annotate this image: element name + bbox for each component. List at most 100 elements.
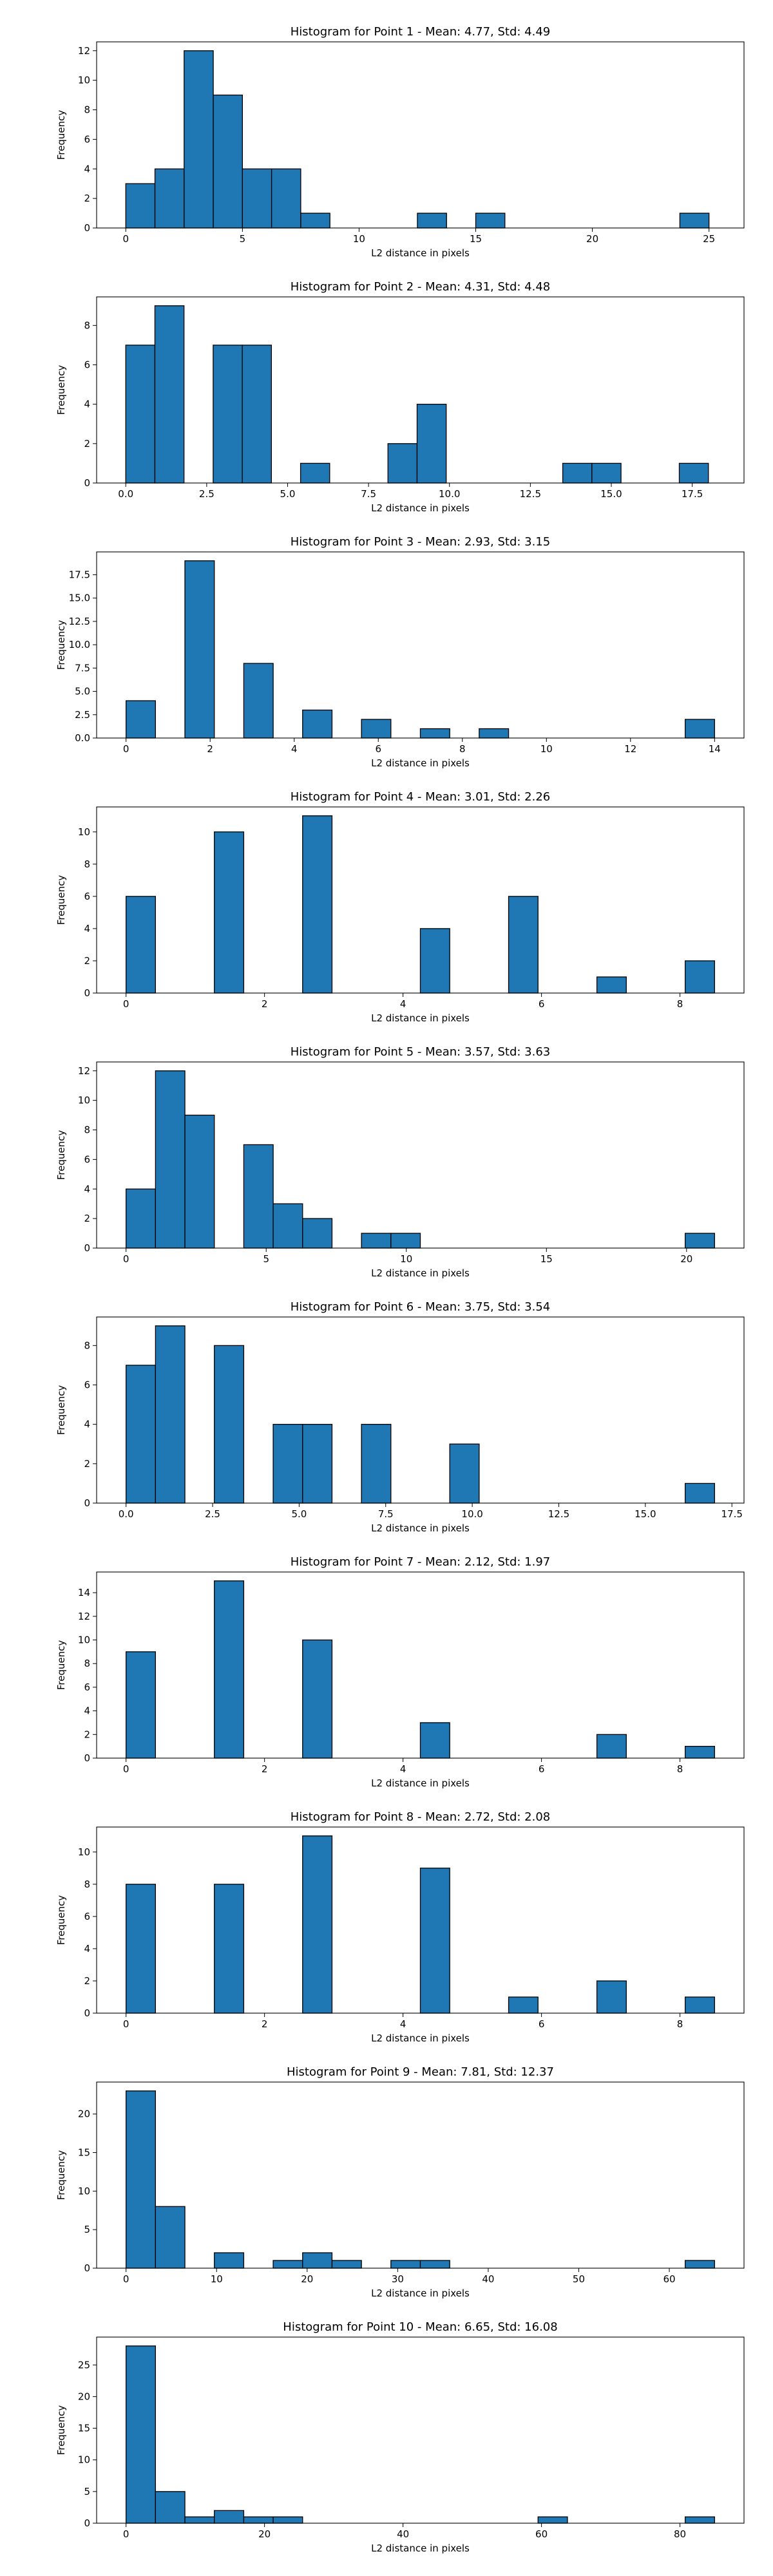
histogram-bar bbox=[155, 1070, 186, 1249]
chart-title: Histogram for Point 9 - Mean: 7.81, Std:… bbox=[287, 2065, 554, 2079]
chart-title: Histogram for Point 4 - Mean: 3.01, Std:… bbox=[291, 790, 551, 804]
y-tick-label: 0 bbox=[84, 1242, 90, 1254]
y-tick-label: 6 bbox=[84, 359, 90, 371]
y-tick-label: 4 bbox=[84, 399, 90, 410]
histogram-bar bbox=[243, 1144, 274, 1249]
histogram-panel-10: Histogram for Point 10 - Mean: 6.65, Std… bbox=[55, 2320, 745, 2554]
y-tick-label: 2 bbox=[84, 1213, 90, 1224]
histogram-panel-1: Histogram for Point 1 - Mean: 4.77, Std:… bbox=[55, 25, 745, 259]
x-axis-label: L2 distance in pixels bbox=[371, 757, 470, 769]
y-tick-label: 4 bbox=[84, 1183, 90, 1195]
histogram-bar bbox=[214, 1580, 245, 1759]
y-tick-label: 8 bbox=[84, 858, 90, 870]
histogram-bar bbox=[508, 1996, 539, 2014]
histogram-panel-9: Histogram for Point 9 - Mean: 7.81, Std:… bbox=[55, 2065, 745, 2299]
chart-title: Histogram for Point 2 - Mean: 4.31, Std:… bbox=[291, 280, 551, 294]
plot-frame bbox=[96, 1826, 745, 2014]
x-tick-label: 15 bbox=[540, 1253, 553, 1265]
y-tick-label: 5 bbox=[84, 2224, 90, 2235]
histogram-bar bbox=[302, 1218, 333, 1249]
chart-title: Histogram for Point 1 - Mean: 4.77, Std:… bbox=[291, 25, 551, 39]
y-tick-label: 12.5 bbox=[69, 616, 90, 627]
histogram-bar bbox=[678, 462, 709, 484]
histogram-bar bbox=[154, 305, 185, 484]
y-tick-label: 10 bbox=[78, 1634, 90, 1646]
histogram-panel-4: Histogram for Point 4 - Mean: 3.01, Std:… bbox=[55, 790, 745, 1024]
y-tick-label: 10.0 bbox=[69, 639, 90, 650]
histogram-panel-5: Histogram for Point 5 - Mean: 3.57, Std:… bbox=[55, 1045, 745, 1279]
histogram-bar bbox=[272, 2516, 303, 2524]
x-axis-label: L2 distance in pixels bbox=[371, 2543, 470, 2554]
x-tick-label: 12.5 bbox=[548, 1508, 569, 1520]
x-tick-label: 17.5 bbox=[682, 488, 703, 500]
x-tick-label: 10 bbox=[211, 2273, 223, 2285]
x-tick-label: 0 bbox=[123, 2528, 129, 2540]
histogram-bar bbox=[272, 1424, 303, 1504]
y-axis-label: Frequency bbox=[55, 110, 67, 160]
x-tick-label: 15 bbox=[470, 233, 482, 245]
x-tick-label: 8 bbox=[677, 1763, 683, 1775]
x-tick-label: 10.0 bbox=[439, 488, 460, 500]
histogram-bar bbox=[684, 1996, 715, 2014]
x-tick-label: 25 bbox=[703, 233, 715, 245]
y-tick-label: 4 bbox=[84, 1943, 90, 1955]
histogram-bar bbox=[272, 1203, 303, 1249]
x-tick-label: 0 bbox=[123, 743, 129, 755]
histogram-bar bbox=[596, 1980, 627, 2014]
y-tick-label: 6 bbox=[84, 1681, 90, 1693]
histogram-bar bbox=[126, 896, 157, 994]
histogram-bar bbox=[126, 2345, 157, 2524]
x-tick-label: 2.5 bbox=[205, 1508, 220, 1520]
histogram-bar bbox=[242, 168, 272, 229]
y-tick-label: 0 bbox=[84, 987, 90, 999]
x-tick-label: 40 bbox=[482, 2273, 494, 2285]
y-axis-label: Frequency bbox=[55, 1640, 67, 1690]
histogram-bar bbox=[184, 2516, 215, 2524]
y-tick-label: 20 bbox=[78, 2391, 90, 2402]
histogram-panel-8: Histogram for Point 8 - Mean: 2.72, Std:… bbox=[55, 1810, 745, 2044]
histogram-bar bbox=[684, 719, 715, 739]
histogram-bar bbox=[537, 2516, 568, 2524]
plot-frame bbox=[96, 296, 745, 484]
histogram-bar bbox=[416, 404, 447, 484]
y-tick-label: 10 bbox=[78, 75, 90, 86]
histogram-bar bbox=[214, 1884, 245, 2014]
histogram-bar bbox=[155, 1325, 186, 1504]
y-tick-label: 4 bbox=[84, 1705, 90, 1717]
x-axis-label: L2 distance in pixels bbox=[371, 247, 470, 259]
y-tick-label: 4 bbox=[84, 923, 90, 934]
y-tick-label: 2.5 bbox=[75, 709, 90, 721]
histogram-bar bbox=[417, 213, 447, 229]
histogram-bar bbox=[214, 2510, 245, 2524]
histogram-bar bbox=[271, 168, 301, 229]
histogram-bar bbox=[361, 1233, 392, 1249]
plot-frame bbox=[96, 2336, 745, 2524]
histogram-bar bbox=[126, 700, 157, 739]
histogram-bar bbox=[300, 213, 330, 229]
chart-title: Histogram for Point 8 - Mean: 2.72, Std:… bbox=[291, 1810, 551, 1824]
y-tick-label: 14 bbox=[78, 1587, 90, 1598]
histogram-bar bbox=[302, 2252, 333, 2269]
y-tick-label: 0 bbox=[84, 2262, 90, 2274]
histogram-bar bbox=[126, 1651, 157, 1759]
histogram-bar bbox=[126, 1365, 157, 1504]
y-tick-label: 20 bbox=[78, 2108, 90, 2120]
y-axis-label: Frequency bbox=[55, 2405, 67, 2456]
y-tick-label: 8 bbox=[84, 1124, 90, 1136]
x-tick-label: 4 bbox=[291, 743, 298, 755]
x-tick-label: 5.0 bbox=[280, 488, 296, 500]
histogram-bar bbox=[684, 2260, 715, 2269]
histogram-bar bbox=[684, 1233, 715, 1249]
histogram-bar bbox=[184, 1114, 215, 1249]
y-tick-label: 0.0 bbox=[75, 732, 90, 744]
x-tick-label: 2 bbox=[262, 1763, 268, 1775]
histogram-bar bbox=[390, 1233, 421, 1249]
histogram-bar bbox=[184, 50, 214, 229]
histogram-bar bbox=[302, 1835, 333, 2014]
x-tick-label: 5 bbox=[240, 233, 246, 245]
histogram-bar bbox=[361, 719, 392, 739]
x-tick-label: 15.0 bbox=[600, 488, 622, 500]
plot-frame bbox=[96, 2081, 745, 2269]
x-tick-label: 12 bbox=[624, 743, 636, 755]
